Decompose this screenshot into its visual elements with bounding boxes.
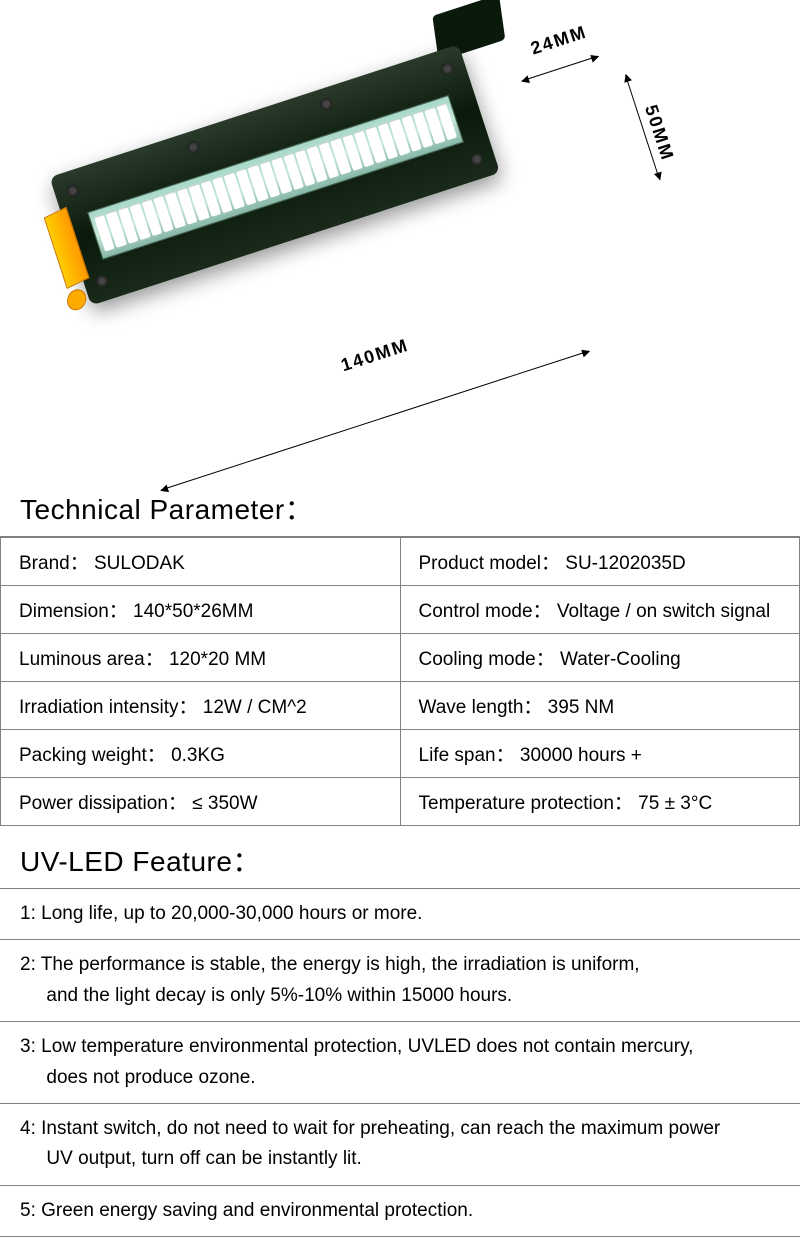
spec-cell-right: Control mode： Voltage / on switch signal [400,586,800,634]
spec-table: Brand： SULODAKProduct model： SU-1202035D… [0,537,800,826]
table-row: Irradiation intensity： 12W / CM^2Wave le… [1,682,800,730]
spec-cell-right: Life span： 30000 hours + [400,730,800,778]
device-illustration [49,17,630,444]
dimension-height-label: 50MM [640,102,678,164]
spec-cell-right: Cooling mode： Water-Cooling [400,634,800,682]
table-row: Dimension： 140*50*26MMControl mode： Volt… [1,586,800,634]
uv-led-feature-heading: UV-LED Feature： [0,826,800,888]
list-item: 1: Long life, up to 20,000-30,000 hours … [0,888,800,940]
spec-cell-left: Packing weight： 0.3KG [1,730,401,778]
table-row: Power dissipation： ≤ 350WTemperature pro… [1,778,800,826]
product-image-panel: 24MM 50MM 140MM [0,0,800,480]
technical-parameter-heading: Technical Parameter： [0,480,800,537]
list-item: 4: Instant switch, do not need to wait f… [0,1104,800,1186]
spec-cell-left: Brand： SULODAK [1,538,401,586]
list-item: 5: Green energy saving and environmental… [0,1186,800,1237]
list-item: 2: The performance is stable, the energy… [0,940,800,1022]
spec-cell-right: Product model： SU-1202035D [400,538,800,586]
spec-cell-right: Wave length： 395 NM [400,682,800,730]
table-row: Luminous area： 120*20 MMCooling mode： Wa… [1,634,800,682]
table-row: Packing weight： 0.3KGLife span： 30000 ho… [1,730,800,778]
spec-cell-right: Temperature protection： 75 ± 3°C [400,778,800,826]
spec-cell-left: Luminous area： 120*20 MM [1,634,401,682]
list-item: 3: Low temperature environmental protect… [0,1022,800,1104]
spec-cell-left: Irradiation intensity： 12W / CM^2 [1,682,401,730]
spec-cell-left: Dimension： 140*50*26MM [1,586,401,634]
table-row: Brand： SULODAKProduct model： SU-1202035D [1,538,800,586]
feature-list: 1: Long life, up to 20,000-30,000 hours … [0,888,800,1237]
spec-cell-left: Power dissipation： ≤ 350W [1,778,401,826]
